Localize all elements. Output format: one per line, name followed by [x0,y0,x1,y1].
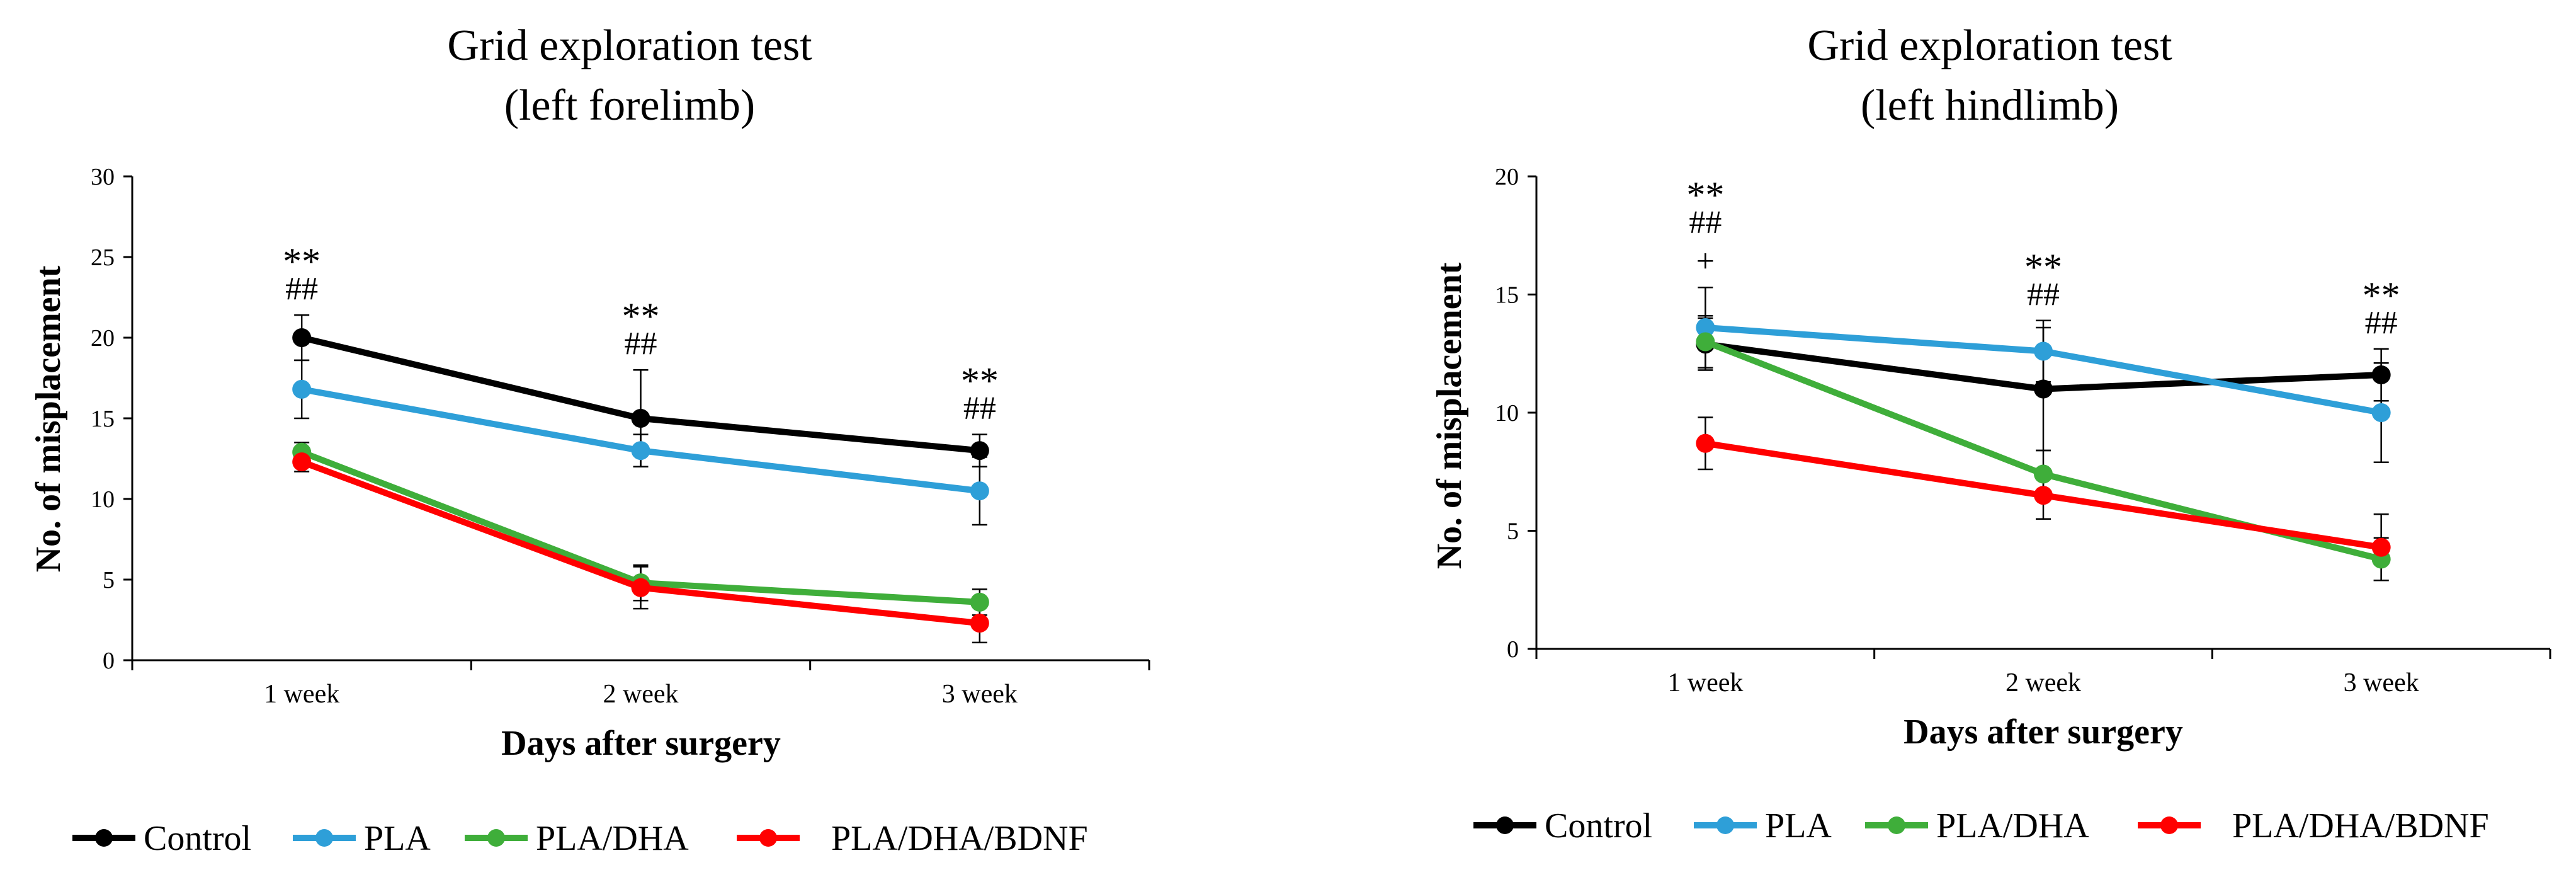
x-axis-label: Days after surgery [1904,713,2183,752]
legend-label: PLA/DHA [1936,806,2089,845]
significance-annotation: ## [2027,277,2060,312]
significance-annotation: ## [285,271,318,307]
significance-annotation: ## [1689,204,1722,240]
legend-label: Control [144,819,251,858]
y-tick-label: 15 [91,406,115,432]
legend-label: PLA/DHA [536,819,689,858]
chart-title: Grid exploration test [1807,21,2172,70]
data-point [970,481,989,501]
data-point [2034,379,2053,399]
significance-annotation: ** [283,241,321,282]
y-axis-label: No. of misplacement [1430,262,1469,569]
data-point [1696,332,1715,352]
significance-annotation: ** [2024,246,2062,288]
data-point [2371,537,2391,557]
x-tick-label: 2 week [2006,668,2081,697]
x-tick-label: 1 week [1667,668,1743,697]
chart-right-hindlimb: Grid exploration test (left hindlimb) No… [1430,21,2551,845]
legend-marker [2160,816,2178,834]
data-point [631,409,650,428]
x-tick-label: 3 week [942,680,1018,709]
significance-annotation: + [1696,243,1715,279]
y-tick-label: 5 [103,567,115,593]
legend-marker [95,829,113,847]
y-tick-label: 0 [103,648,115,674]
y-tick-label: 20 [91,325,115,352]
data-point [292,379,312,399]
data-point [1696,318,1715,337]
data-point [292,452,312,472]
data-point [2034,341,2053,361]
y-tick-label: 10 [1495,400,1519,427]
data-point [970,441,989,461]
chart-title: Grid exploration test [447,21,812,70]
x-tick-label: 3 week [2344,668,2419,697]
data-point [970,592,989,612]
data-point [2034,486,2053,505]
y-tick-label: 30 [91,164,115,190]
legend-marker [759,829,777,847]
chart-subtitle: (left hindlimb) [1861,81,2119,130]
data-point [970,614,989,633]
legend-marker [487,829,505,847]
legend-label: PLA [364,819,431,858]
x-axis-label: Days after surgery [501,724,781,763]
y-tick-label: 25 [91,244,115,271]
data-point [2371,403,2391,422]
significance-annotation: ## [2365,305,2398,341]
data-point [631,578,650,597]
legend-label: PLA [1765,806,1832,845]
data-point [2034,464,2053,484]
chart-left-forelimb: Grid exploration test (left forelimb) No… [29,21,1150,858]
legend: Control PLA PLA/DHA PLA/DHA/BDNF [1473,806,2489,845]
legend: Control PLA PLA/DHA PLA/DHA/BDNF [72,819,1088,858]
legend-marker [1716,816,1734,834]
y-tick-label: 20 [1495,164,1519,190]
legend-marker [1888,816,1905,834]
significance-annotation: ** [2363,275,2400,316]
legend-marker [1496,816,1514,834]
significance-annotation: ## [963,391,996,427]
data-point [292,328,312,347]
legend-marker [315,829,333,847]
x-tick-label: 1 week [264,680,339,709]
y-axis-label: No. of misplacement [29,265,68,572]
significance-annotation: ## [625,326,657,362]
x-tick-label: 2 week [603,680,678,709]
y-tick-label: 10 [91,486,115,513]
legend-label: PLA/DHA/BDNF [2232,806,2489,845]
significance-annotation: ** [622,295,660,337]
y-tick-label: 15 [1495,282,1519,309]
legend-label: PLA/DHA/BDNF [831,819,1088,858]
data-point [631,441,650,461]
significance-annotation: ** [961,360,999,402]
significance-annotation: ** [1686,174,1724,215]
data-point [1696,433,1715,453]
chart-subtitle: (left forelimb) [504,81,755,130]
y-tick-label: 5 [1507,518,1519,545]
y-tick-label: 0 [1507,636,1519,663]
legend-label: Control [1545,806,1652,845]
data-point [2371,365,2391,384]
